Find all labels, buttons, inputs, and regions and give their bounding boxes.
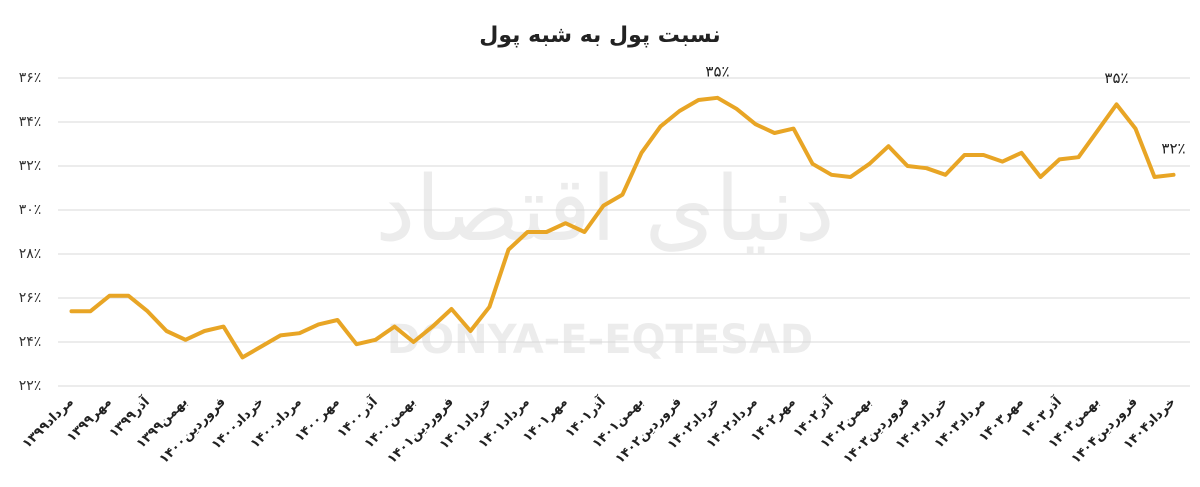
data-label: ۳۵٪ <box>705 62 729 80</box>
y-tick-label: ۲۶٪ <box>19 290 42 306</box>
data-label: ۳۵٪ <box>1104 69 1128 87</box>
watermark: DONYA-E-EQTESAD <box>387 317 813 363</box>
y-tick-label: ۳۶٪ <box>19 70 42 86</box>
watermark-logo: دنیای اقتصاد <box>375 157 835 262</box>
chart-title: نسبت پول به شبه پول <box>479 23 720 48</box>
y-tick-label: ۳۰٪ <box>19 202 42 218</box>
y-tick-label: ۳۴٪ <box>19 114 42 130</box>
y-tick-label: ۲۸٪ <box>19 246 42 262</box>
data-label: ۳۲٪ <box>1161 139 1185 157</box>
line <box>69 95 1176 360</box>
y-tick-label: ۳۲٪ <box>19 158 42 174</box>
y-tick-label: ۲۴٪ <box>19 334 42 350</box>
y-tick-label: ۲۲٪ <box>19 378 42 394</box>
